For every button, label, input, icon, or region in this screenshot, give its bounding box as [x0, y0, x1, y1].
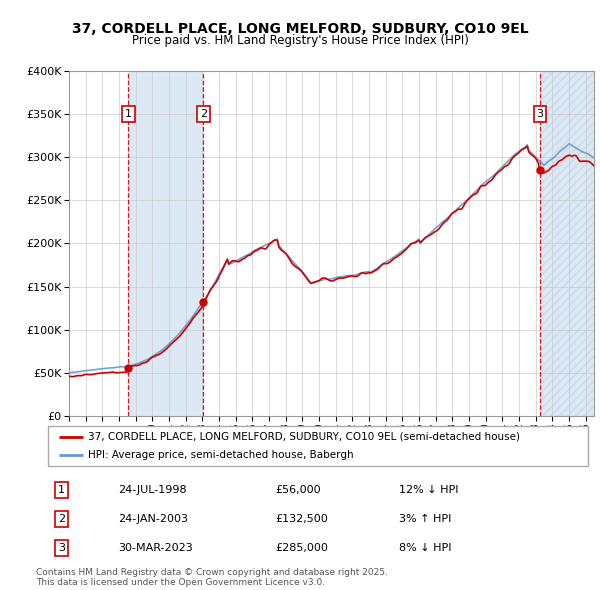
Bar [128, 71, 203, 416]
Text: 3: 3 [536, 109, 544, 119]
Text: 24-JUL-1998: 24-JUL-1998 [118, 485, 187, 494]
Text: 12% ↓ HPI: 12% ↓ HPI [399, 485, 458, 494]
Text: 30-MAR-2023: 30-MAR-2023 [118, 543, 193, 553]
Text: 8% ↓ HPI: 8% ↓ HPI [399, 543, 452, 553]
Text: 2: 2 [58, 514, 65, 524]
Text: 1: 1 [125, 109, 132, 119]
Text: 37, CORDELL PLACE, LONG MELFORD, SUDBURY, CO10 9EL (semi-detached house): 37, CORDELL PLACE, LONG MELFORD, SUDBURY… [89, 432, 521, 442]
Text: 3% ↑ HPI: 3% ↑ HPI [399, 514, 451, 524]
Bar [540, 71, 594, 416]
Text: 37, CORDELL PLACE, LONG MELFORD, SUDBURY, CO10 9EL: 37, CORDELL PLACE, LONG MELFORD, SUDBURY… [71, 22, 529, 37]
Text: Contains HM Land Registry data © Crown copyright and database right 2025.
This d: Contains HM Land Registry data © Crown c… [36, 568, 388, 587]
Bar [540, 71, 594, 416]
Text: 24-JAN-2003: 24-JAN-2003 [118, 514, 188, 524]
Text: HPI: Average price, semi-detached house, Babergh: HPI: Average price, semi-detached house,… [89, 450, 354, 460]
Text: 2: 2 [200, 109, 207, 119]
Text: £56,000: £56,000 [275, 485, 320, 494]
Text: £285,000: £285,000 [275, 543, 328, 553]
Text: 1: 1 [58, 485, 65, 494]
Text: 3: 3 [58, 543, 65, 553]
Text: Price paid vs. HM Land Registry's House Price Index (HPI): Price paid vs. HM Land Registry's House … [131, 34, 469, 47]
Text: £132,500: £132,500 [275, 514, 328, 524]
